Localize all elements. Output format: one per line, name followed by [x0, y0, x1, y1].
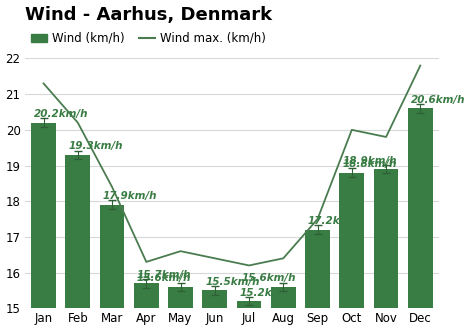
Bar — [374, 169, 398, 308]
Bar — [134, 283, 159, 308]
Text: 20.2km/h: 20.2km/h — [34, 109, 89, 119]
Text: 19.3km/h: 19.3km/h — [68, 141, 123, 151]
Text: 17.2km/h: 17.2km/h — [308, 216, 363, 226]
Bar — [100, 205, 124, 308]
Legend: Wind (km/h), Wind max. (km/h): Wind (km/h), Wind max. (km/h) — [31, 32, 266, 45]
Bar — [65, 155, 90, 308]
Text: 17.9km/h: 17.9km/h — [102, 191, 157, 201]
Bar — [305, 230, 330, 308]
Text: 20.6km/h: 20.6km/h — [410, 95, 465, 105]
Bar — [31, 123, 56, 308]
Text: 15.6km/h: 15.6km/h — [242, 273, 296, 283]
Bar — [202, 290, 227, 308]
Text: 15.6km/h: 15.6km/h — [137, 273, 191, 283]
Text: 15.2km/h: 15.2km/h — [239, 288, 294, 298]
Text: Wind - Aarhus, Denmark: Wind - Aarhus, Denmark — [25, 6, 272, 24]
Bar — [237, 301, 261, 308]
Text: 15.5km/h: 15.5km/h — [205, 277, 260, 287]
Bar — [408, 109, 433, 308]
Bar — [168, 287, 193, 308]
Bar — [271, 287, 296, 308]
Bar — [339, 173, 364, 308]
Text: 15.7km/h: 15.7km/h — [137, 270, 191, 280]
Text: 18.9km/h: 18.9km/h — [343, 156, 397, 166]
Text: 18.8km/h: 18.8km/h — [342, 159, 397, 169]
